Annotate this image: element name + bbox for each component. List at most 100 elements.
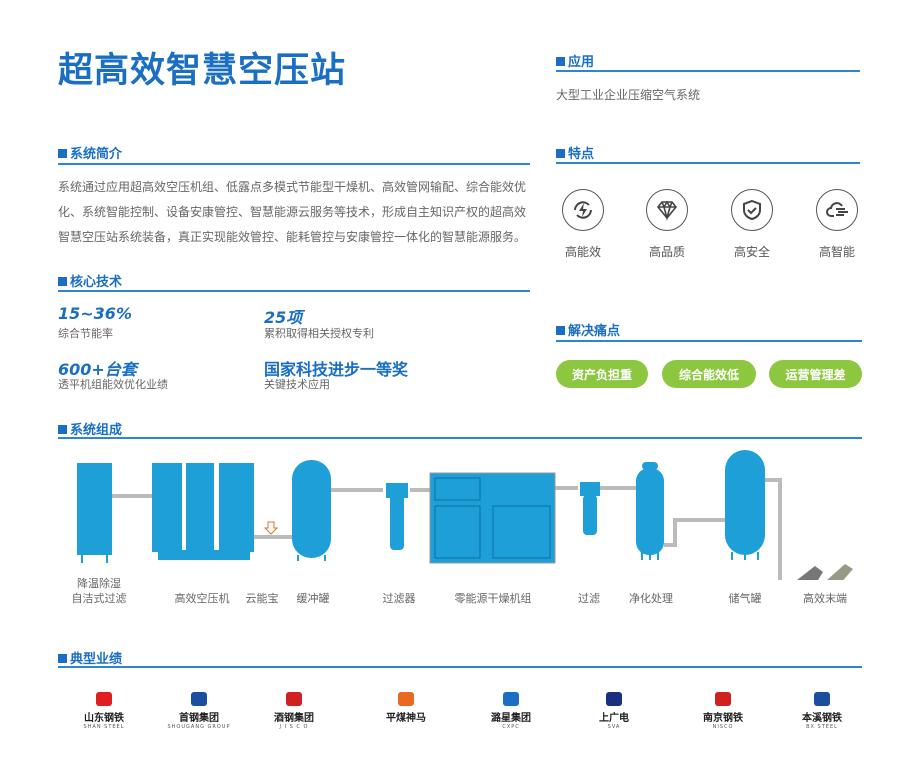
filter-head [580, 482, 600, 496]
compressor-panel [219, 463, 254, 552]
compressor-panel [152, 463, 182, 552]
pain-badge: 运营管理差 [769, 360, 862, 388]
divider [556, 162, 860, 164]
diagram-label: 过滤器 [382, 592, 416, 605]
feature-label: 高安全 [733, 245, 770, 259]
feature-label: 高品质 [648, 245, 685, 259]
feature-label: 高智能 [818, 245, 855, 259]
compressor-panel [186, 463, 214, 552]
purifier-tank [636, 468, 664, 555]
core-heading: 核心技术 [58, 271, 122, 290]
logo-subtext: NISCO [712, 724, 734, 730]
logo-name: 南京钢铁 [703, 713, 743, 724]
dehumidifier-unit [77, 463, 112, 555]
logo-name: 山东钢铁 [84, 713, 124, 724]
lightning-cycle-icon [562, 189, 604, 231]
divider [556, 340, 862, 342]
logo-mark [814, 692, 830, 706]
stat-value: 25项 [264, 308, 303, 327]
system-diagram [77, 450, 853, 580]
logo-subtext: SHAN STEEL [83, 724, 125, 730]
stat-value: 15~36% [58, 304, 132, 323]
company-logo: 酒钢集团 J I S C O [249, 692, 339, 730]
diagram-label: 云能宝 [245, 592, 279, 605]
filter-body [390, 495, 404, 550]
logo-name: 酒钢集团 [274, 713, 314, 724]
page-title: 超高效智慧空压站 [58, 51, 347, 91]
divider [58, 437, 862, 439]
cloud-icon [816, 189, 858, 231]
logo-mark [503, 692, 519, 706]
logo-subtext: CXPC [502, 724, 520, 730]
company-logo: 本溪钢铁 BX STEEL [777, 692, 867, 730]
logo-name: 上广电 [599, 713, 629, 724]
logo-name: 首钢集团 [179, 713, 219, 724]
company-logo: 山东钢铁 SHAN STEEL [59, 692, 149, 730]
feature-item: 高能效 [553, 189, 613, 260]
intro-line: 化、系统智能控制、设备安康管控、智慧能源云服务等技术，形成自主知识产权的超高效 [58, 205, 527, 219]
buffer-tank [292, 460, 331, 558]
logo-name: 本溪钢铁 [802, 713, 842, 724]
pain-badge: 资产负担重 [556, 360, 648, 388]
stat-label: 综合节能率 [58, 327, 113, 340]
logo-subtext: BX STEEL [806, 724, 838, 730]
company-logo: 潞星集团 CXPC [466, 692, 556, 730]
application-heading: 应用 [556, 51, 594, 70]
filter-body [583, 495, 597, 535]
logo-subtext: SVA [607, 724, 621, 730]
stat-label: 透平机组能效优化业绩 [58, 378, 168, 391]
intro-text: 系统通过应用超高效空压机组、低露点多模式节能型干燥机、高效管网输配、综合能效优 … [58, 175, 538, 250]
divider [58, 666, 862, 668]
feature-label: 高能效 [564, 245, 601, 259]
logo-mark [715, 692, 731, 706]
logo-mark [96, 692, 112, 706]
logo-mark [286, 692, 302, 706]
diagram-label: 高效末端 [803, 592, 847, 605]
feature-item: 高安全 [722, 189, 782, 260]
divider [58, 163, 530, 165]
compressor-base [158, 550, 250, 560]
arrow-icon [263, 521, 279, 535]
company-logo: 上广电 SVA [569, 692, 659, 730]
cases-heading: 典型业绩 [58, 648, 122, 667]
features-heading: 特点 [556, 143, 594, 162]
company-logo: 首钢集团 SHOUGANG GROUP [154, 692, 244, 730]
pain-badge: 综合能效低 [662, 360, 756, 388]
end-tool-icon [797, 564, 853, 580]
storage-tank [725, 450, 765, 555]
logo-name: 平煤神马 [386, 713, 426, 724]
logo-mark [606, 692, 622, 706]
diagram-label: 缓冲罐 [296, 592, 330, 605]
feature-item: 高智能 [807, 189, 867, 260]
shield-check-icon [731, 189, 773, 231]
application-text: 大型工业企业压缩空气系统 [556, 88, 701, 102]
logo-subtext: SHOUGANG GROUP [167, 724, 231, 730]
feature-item: 高品质 [637, 189, 697, 260]
stat-label: 累积取得相关授权专利 [264, 327, 374, 340]
divider [58, 290, 530, 292]
pain-heading: 解决痛点 [556, 320, 620, 339]
diagram-label: 净化处理 [629, 592, 673, 605]
filter-head [386, 483, 408, 498]
intro-heading: 系统简介 [58, 143, 122, 162]
diagram-label: 过滤 [578, 592, 600, 605]
diagram-label: 降温除湿 [77, 577, 121, 590]
company-logo: 平煤神马 [361, 692, 451, 724]
system-heading: 系统组成 [58, 419, 122, 438]
diamond-icon [646, 189, 688, 231]
logo-name: 潞星集团 [491, 713, 531, 724]
intro-line: 智慧空压站系统装备，真正实现能效管控、能耗管控与安康管控一体化的智慧能源服务。 [58, 230, 527, 244]
diagram-label: 储气罐 [728, 592, 762, 605]
diagram-label: 自洁式过滤 [71, 592, 127, 605]
stat-value: 600+台套 [58, 360, 137, 379]
logo-mark [398, 692, 414, 706]
divider [556, 70, 860, 72]
logo-mark [191, 692, 207, 706]
company-logo: 南京钢铁 NISCO [678, 692, 768, 730]
diagram-label: 零能源干燥机组 [454, 592, 532, 605]
intro-line: 系统通过应用超高效空压机组、低露点多模式节能型干燥机、高效管网输配、综合能效优 [58, 180, 527, 194]
stat-value: 国家科技进步一等奖 [264, 360, 409, 379]
diagram-label: 高效空压机 [174, 592, 230, 605]
logo-subtext: J I S C O [279, 724, 309, 730]
stat-label: 关键技术应用 [264, 378, 330, 391]
